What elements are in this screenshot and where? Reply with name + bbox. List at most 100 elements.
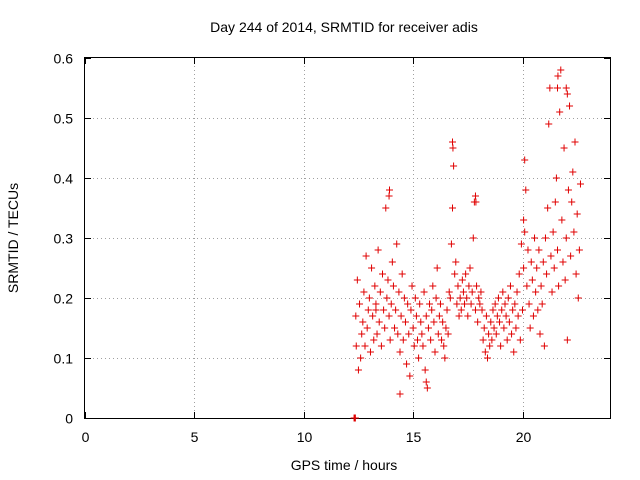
data-point [434, 330, 442, 338]
data-point [473, 282, 481, 290]
data-point [384, 276, 392, 284]
data-point [357, 354, 365, 362]
data-point [554, 72, 562, 80]
data-point [452, 258, 460, 266]
data-point [459, 288, 467, 296]
data-point [373, 330, 381, 338]
data-point [398, 270, 406, 278]
data-point [511, 300, 519, 308]
data-point [568, 198, 576, 206]
data-point [422, 312, 430, 320]
data-point [481, 348, 489, 356]
data-point [442, 324, 450, 332]
data-point [415, 354, 423, 362]
data-point [456, 294, 464, 302]
data-point [571, 138, 579, 146]
data-point [513, 288, 521, 296]
data-point [379, 270, 386, 278]
data-point [541, 234, 549, 242]
data-point [529, 312, 537, 320]
data-point [461, 300, 469, 308]
data-point [482, 312, 490, 320]
data-point [393, 240, 401, 248]
data-point [401, 318, 409, 326]
y-tick-label: 0.3 [54, 231, 74, 247]
data-point [411, 294, 419, 302]
data-point [440, 342, 448, 350]
data-point [486, 342, 494, 350]
x-tick-label: 10 [297, 429, 313, 445]
data-point [499, 288, 507, 296]
data-point [372, 300, 380, 308]
data-point [445, 288, 453, 296]
data-point [554, 84, 561, 92]
data-point [450, 162, 458, 170]
data-point [517, 240, 525, 248]
data-point [558, 216, 566, 224]
data-point [569, 168, 577, 176]
data-point [500, 324, 508, 332]
data-point [405, 330, 413, 338]
data-point [394, 330, 402, 338]
data-point [466, 264, 474, 272]
data-point [538, 300, 546, 308]
data-point [533, 264, 541, 272]
axis-ticks: 0 0.1 0.2 0.3 0.4 0.5 0.6 0 5 10 15 20 [54, 51, 610, 445]
data-point [574, 294, 582, 302]
data-point [510, 348, 518, 356]
data-point [358, 330, 366, 338]
data-point [380, 306, 388, 314]
data-point [501, 300, 509, 308]
data-point [563, 336, 571, 344]
x-tick-label: 20 [516, 429, 532, 445]
data-point [444, 330, 452, 338]
data-point [573, 210, 581, 218]
data-point [468, 288, 476, 296]
data-point [385, 192, 393, 200]
data-point [430, 318, 438, 326]
data-point [543, 270, 551, 278]
data-point [463, 294, 471, 302]
data-point [386, 186, 393, 194]
data-point [508, 330, 516, 338]
data-point [368, 264, 376, 272]
data-point [534, 306, 542, 314]
data-point [406, 372, 414, 380]
y-tick-label: 0.1 [54, 351, 74, 367]
data-point [441, 354, 449, 362]
data-point [356, 300, 364, 308]
data-point [403, 360, 411, 368]
data-point [453, 300, 461, 308]
data-point [436, 300, 444, 308]
data-point [477, 288, 485, 296]
data-point [454, 282, 462, 290]
data-point [388, 258, 396, 266]
data-point [535, 246, 543, 254]
y-axis-title: SRMTID / TECUs [5, 183, 21, 293]
data-point [554, 246, 561, 254]
x-tick-label: 0 [82, 429, 90, 445]
data-point [351, 414, 359, 422]
data-point [421, 366, 429, 374]
data-point [519, 306, 526, 314]
data-point [414, 336, 421, 344]
data-point [464, 312, 472, 320]
y-tick-label: 0.5 [54, 111, 74, 127]
data-point [485, 330, 493, 338]
data-point [438, 336, 446, 344]
data-point [428, 306, 436, 314]
data-point [420, 288, 428, 296]
data-point [489, 306, 497, 314]
data-point [416, 300, 424, 308]
data-point [575, 246, 583, 254]
data-point [562, 84, 570, 92]
data-point [387, 300, 395, 308]
data-point [366, 348, 374, 356]
data-point [375, 318, 383, 326]
data-point [389, 282, 397, 290]
data-point [550, 264, 558, 272]
data-point [520, 264, 528, 272]
data-point [521, 156, 529, 164]
data-point [480, 324, 488, 332]
data-point [433, 264, 441, 272]
